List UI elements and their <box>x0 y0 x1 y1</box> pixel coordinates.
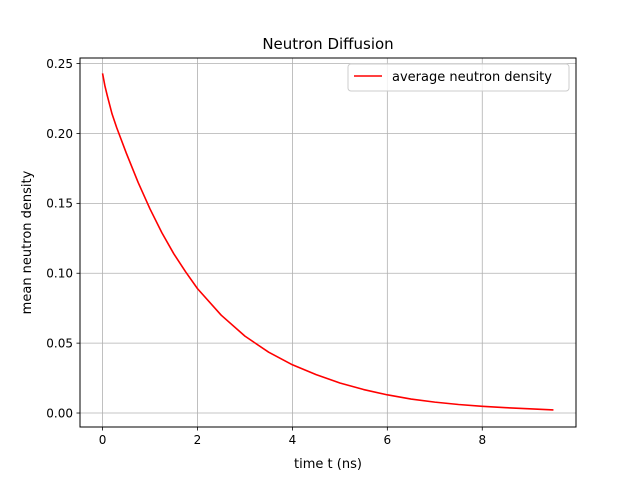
y-tick-label: 0.00 <box>46 406 73 420</box>
legend-label: average neutron density <box>392 70 552 85</box>
x-tick-label: 0 <box>99 433 107 447</box>
x-tick-label: 2 <box>194 433 202 447</box>
x-tick-label: 8 <box>478 433 486 447</box>
y-tick-label: 0.15 <box>46 197 73 211</box>
y-tick-label: 0.20 <box>46 127 73 141</box>
legend-box <box>347 63 570 92</box>
series-layer <box>101 73 554 411</box>
y-tick-label: 0.10 <box>46 267 73 281</box>
series-line-average-neutron-density <box>101 73 554 411</box>
plot-area <box>80 58 576 427</box>
y-tick-label: 0.25 <box>46 57 73 71</box>
chart-title: Neutron Diffusion <box>262 35 393 53</box>
legend: average neutron density <box>347 63 570 92</box>
x-axis-label: time t (ns) <box>294 457 362 472</box>
x-tick-label: 4 <box>289 433 297 447</box>
ticks: 0 2 4 6 8 0.00 0.05 0.10 0.15 0.20 0.25 <box>46 57 486 447</box>
axes-frame <box>79 57 577 428</box>
x-tick-label: 6 <box>384 433 392 447</box>
y-tick-label: 0.05 <box>46 336 73 350</box>
y-axis-label: mean neutron density <box>20 170 35 314</box>
